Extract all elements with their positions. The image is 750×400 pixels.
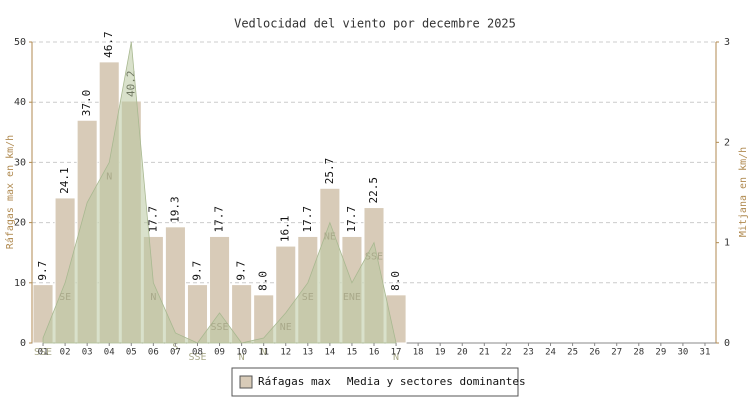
x-tick-label: 23 (523, 348, 534, 358)
y-tick-label: 10 (14, 278, 26, 289)
y2-axis-title: Mitjana en km/h (738, 147, 749, 237)
value-label: 17.7 (345, 206, 358, 233)
x-tick-label: 16 (369, 348, 380, 358)
x-tick-label: 19 (435, 348, 446, 358)
value-label: 17.7 (146, 206, 159, 233)
sector-label: S (172, 342, 178, 353)
value-label: 24.1 (58, 167, 71, 194)
value-label: 9.7 (235, 261, 248, 281)
y-tick-label: 40 (14, 97, 26, 108)
legend-swatch (239, 375, 253, 389)
value-label: 9.7 (190, 261, 203, 281)
legend-box (231, 367, 519, 397)
x-tick-label: 01 (38, 348, 49, 358)
x-tick-label: 30 (677, 348, 688, 358)
x-tick-label: 02 (60, 348, 71, 358)
chart-title: Vedlocidad del viento por decembre 2025 (234, 17, 516, 31)
sector-label: SSE (365, 252, 383, 263)
legend-label: Ráfagas max (258, 375, 331, 388)
x-tick-label: 03 (82, 348, 93, 358)
sector-label: SSE (34, 347, 52, 358)
value-label: 8.0 (389, 271, 402, 291)
value-label: 8.0 (257, 271, 270, 291)
y-axis-title: Ráfagas max en km/h (4, 135, 16, 249)
y2-tick-label: 1 (724, 238, 730, 249)
y-tick-label: 30 (14, 157, 26, 168)
value-label: 46.7 (102, 31, 115, 57)
x-tick-label: 12 (280, 348, 291, 358)
sector-label: NE (280, 322, 292, 333)
y-tick-label: 50 (14, 37, 26, 48)
area (42, 41, 397, 344)
x-tick-label: 27 (611, 348, 622, 358)
sector-label: SE (302, 292, 314, 303)
sector-label: SE (59, 292, 71, 303)
sector-label: NE (324, 232, 336, 243)
x-tick-label: 09 (214, 348, 225, 358)
sector-label: N (393, 352, 399, 363)
sector-label: N (106, 171, 112, 182)
x-tick-label: 11 (258, 348, 269, 358)
x-tick-label: 04 (104, 348, 115, 358)
sector-label: N (150, 292, 156, 303)
x-tick-label: 17 (391, 348, 402, 358)
x-tick-label: 25 (567, 348, 578, 358)
x-tick-label: 29 (655, 348, 666, 358)
sector-label: N (239, 352, 245, 363)
value-label: 19.3 (168, 196, 181, 223)
x-tick-label: 08 (192, 348, 203, 358)
sector-label: ENE (343, 292, 361, 303)
value-label: 25.7 (323, 158, 336, 185)
value-label: 17.7 (213, 206, 226, 233)
value-label: 17.7 (301, 206, 314, 233)
x-tick-label: 22 (501, 348, 512, 358)
x-tick-label: 14 (324, 348, 335, 358)
y2-tick-label: 3 (724, 37, 730, 48)
y2-tick-label: 2 (724, 137, 730, 148)
sector-label: SSE (211, 322, 229, 333)
x-tick-label: 31 (700, 348, 711, 358)
x-tick-label: 15 (347, 348, 358, 358)
x-tick-label: 28 (633, 348, 644, 358)
x-tick-label: 10 (236, 348, 247, 358)
x-tick-label: 26 (589, 348, 600, 358)
x-tick-label: 21 (479, 348, 490, 358)
legend-label: Media y sectores dominantes (347, 375, 526, 388)
sector-label: SSE (188, 352, 206, 363)
value-label: 22.5 (367, 177, 380, 204)
x-tick-label: 24 (545, 348, 556, 358)
sector-label: N (261, 347, 267, 358)
y2-tick-label: 0 (724, 338, 730, 349)
value-label: 16.1 (279, 216, 292, 243)
x-tick-label: 06 (148, 348, 159, 358)
x-tick-label: 05 (126, 348, 137, 358)
y-tick-label: 0 (20, 338, 26, 349)
x-tick-label: 07 (170, 348, 181, 358)
y-tick-label: 20 (14, 218, 26, 229)
x-tick-label: 18 (413, 348, 424, 358)
x-tick-label: 13 (302, 348, 313, 358)
value-label: 37.0 (80, 90, 93, 117)
x-tick-label: 20 (457, 348, 468, 358)
value-label: 9.7 (36, 261, 49, 281)
